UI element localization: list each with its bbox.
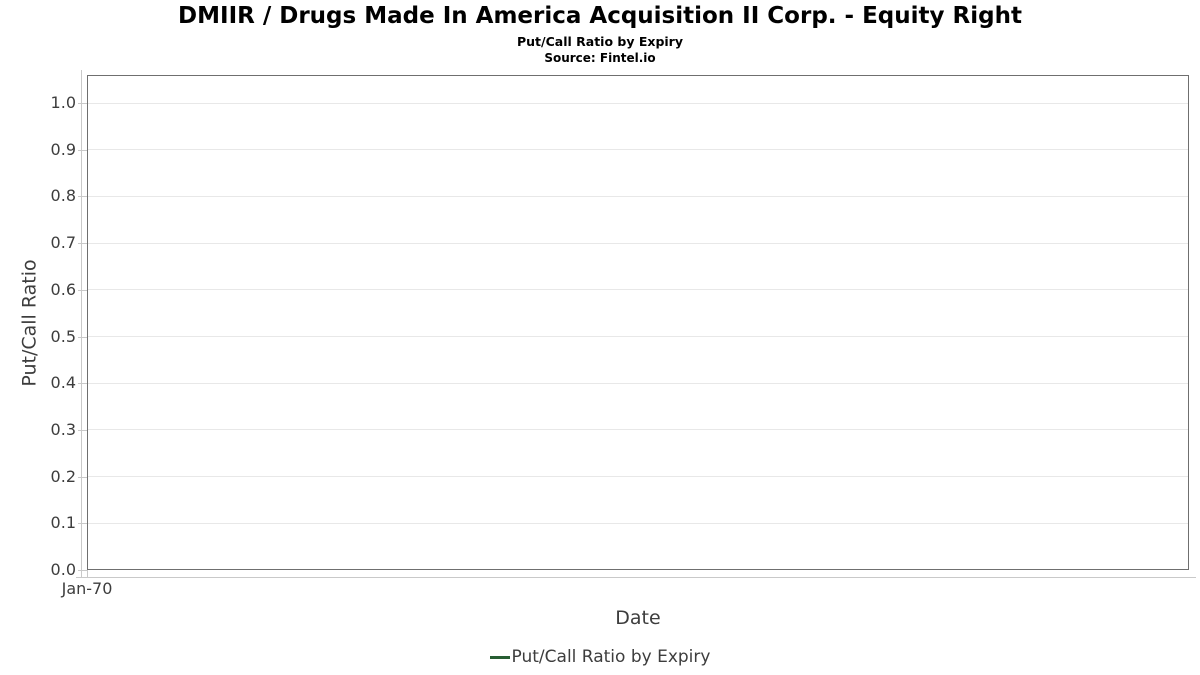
x-tick-mark bbox=[87, 570, 88, 578]
y-tick-mark bbox=[78, 289, 87, 291]
y-tick-mark bbox=[78, 570, 87, 571]
gridline bbox=[88, 195, 1188, 197]
y-tick-mark bbox=[78, 429, 87, 431]
chart-title: DMIIR / Drugs Made In America Acquisitio… bbox=[178, 3, 1022, 29]
y-tick-label: 0.1 bbox=[50, 513, 76, 533]
gridline bbox=[88, 242, 1188, 244]
x-axis-label: Date bbox=[615, 607, 661, 629]
y-tick-label: 0.3 bbox=[50, 419, 76, 439]
gridline bbox=[88, 429, 1188, 431]
y-tick-label: 0.6 bbox=[50, 279, 76, 299]
legend-item[interactable]: Put/Call Ratio by Expiry bbox=[489, 646, 711, 668]
y-tick-mark bbox=[78, 476, 87, 478]
y-tick-mark bbox=[78, 336, 87, 338]
plot-area bbox=[87, 75, 1189, 570]
y-tick-mark bbox=[78, 103, 87, 105]
gridline bbox=[88, 522, 1188, 524]
gridline bbox=[88, 289, 1188, 291]
gridline bbox=[88, 102, 1188, 104]
y-tick-mark bbox=[78, 149, 87, 151]
y-tick-mark bbox=[78, 383, 87, 385]
y-tick-label: 0.4 bbox=[50, 373, 76, 393]
y-axis-label: Put/Call Ratio bbox=[18, 259, 41, 387]
y-tick-label: 0.9 bbox=[50, 139, 76, 159]
x-tick-label: Jan-70 bbox=[61, 579, 113, 598]
y-tick-label: 0.7 bbox=[50, 233, 76, 253]
legend: Put/Call Ratio by Expiry bbox=[0, 646, 1200, 668]
gridline bbox=[88, 382, 1188, 384]
y-tick-mark bbox=[78, 523, 87, 525]
y-tick-label: 1.0 bbox=[50, 93, 76, 113]
gridline bbox=[88, 476, 1188, 478]
y-tick-mark bbox=[78, 243, 87, 245]
gridline bbox=[88, 149, 1188, 151]
y-tick-label: 0.5 bbox=[50, 326, 76, 346]
y-tick-mark bbox=[78, 196, 87, 198]
legend-line-marker-icon bbox=[489, 655, 510, 659]
gridline bbox=[88, 336, 1188, 337]
y-tick-label: 0.0 bbox=[50, 560, 76, 579]
y-tick-label: 0.8 bbox=[50, 186, 76, 206]
y-tick-label: 0.2 bbox=[50, 466, 76, 486]
legend-label: Put/Call Ratio by Expiry bbox=[511, 647, 711, 667]
x-axis-line bbox=[76, 577, 1196, 578]
y-axis-line bbox=[81, 70, 82, 577]
chart-source: Source: Fintel.io bbox=[544, 51, 656, 65]
chart-subtitle: Put/Call Ratio by Expiry bbox=[517, 34, 683, 49]
